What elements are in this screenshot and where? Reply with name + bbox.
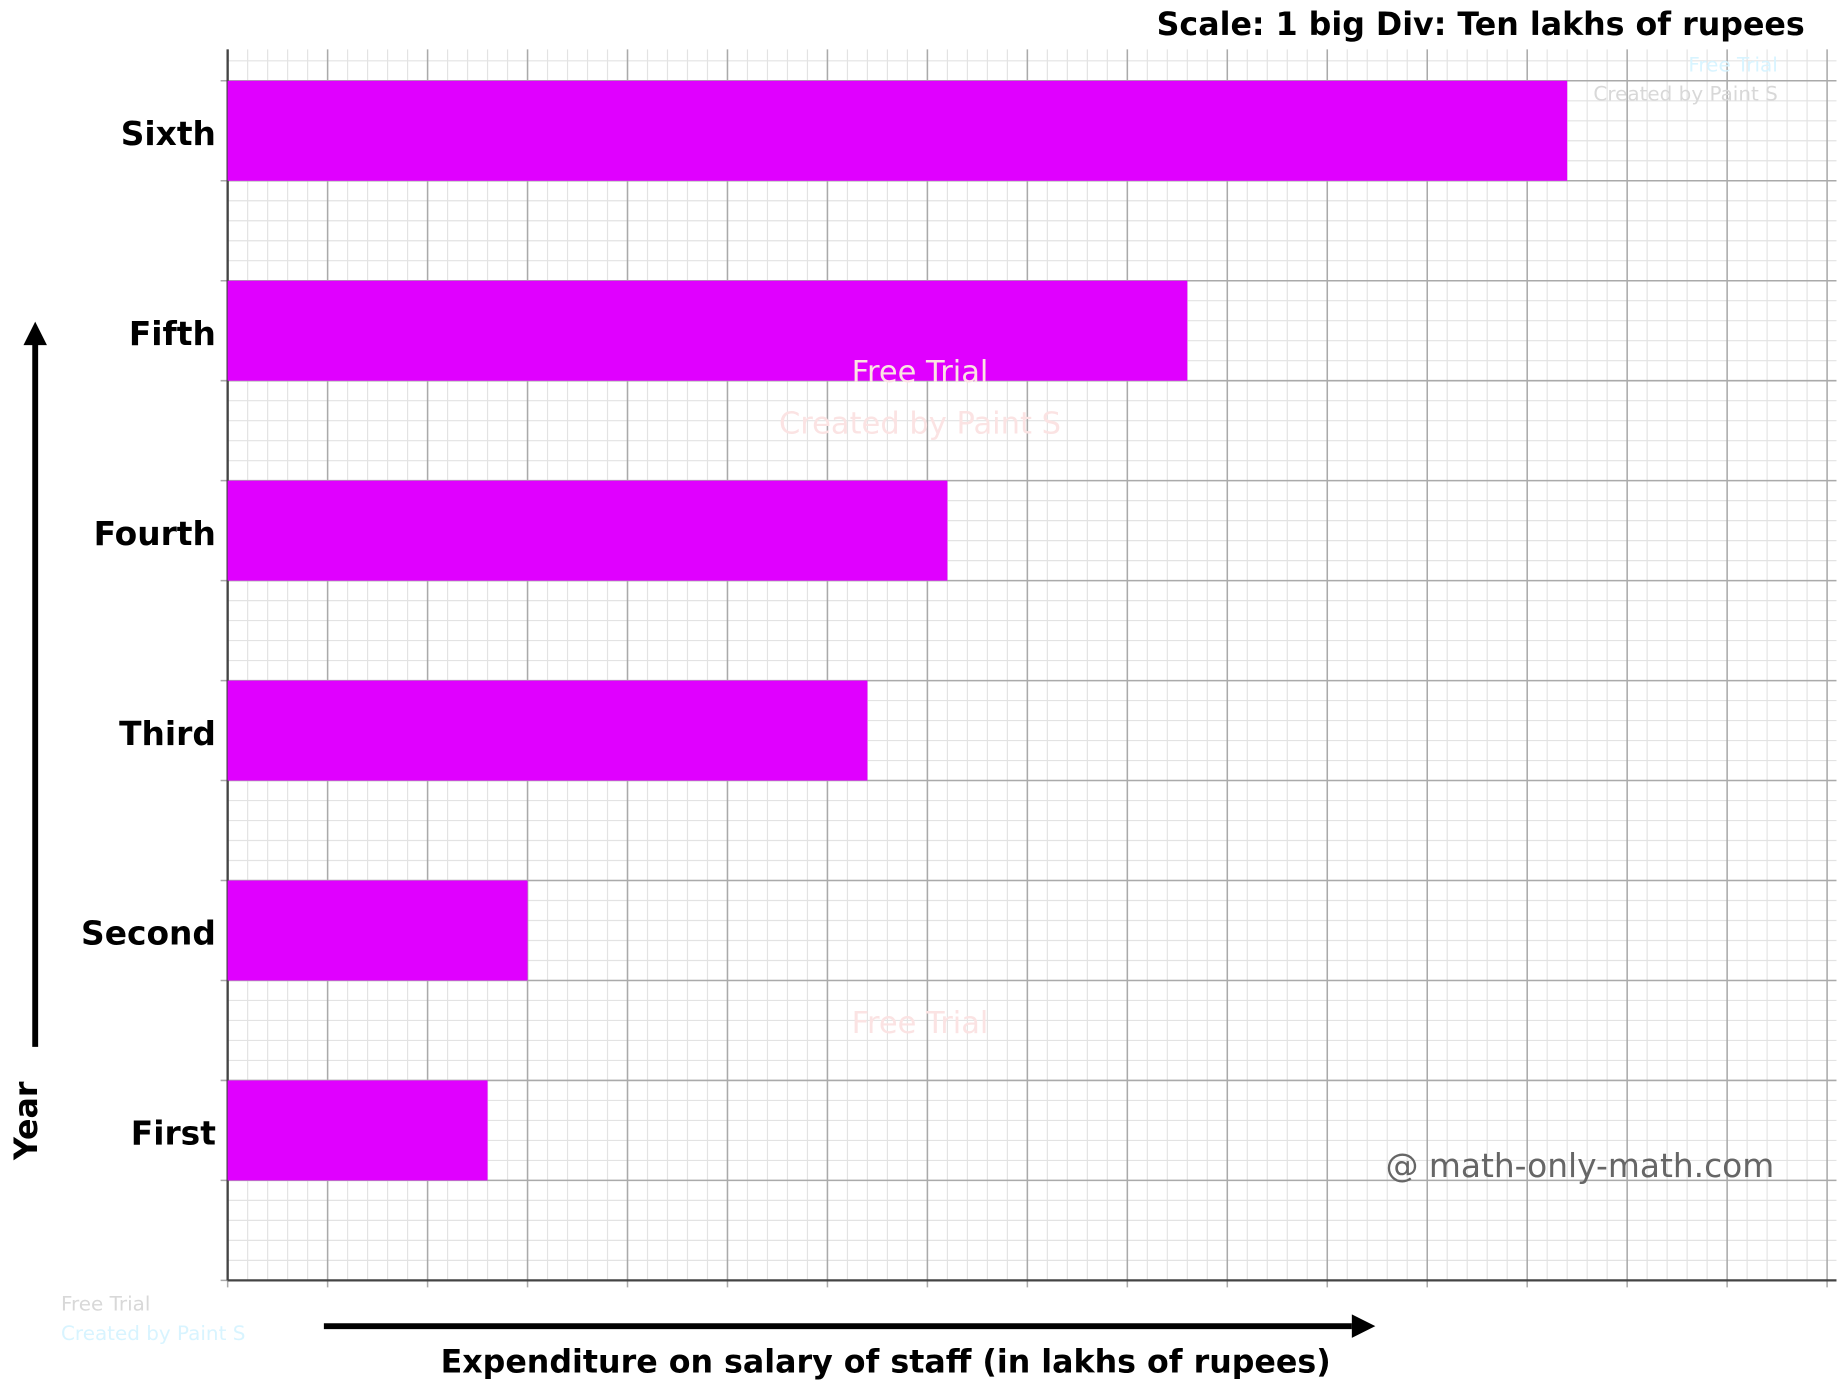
y-axis-label: Year: [9, 1081, 45, 1161]
x-axis-label: Expenditure on salary of staff (in lakhs…: [441, 1345, 1331, 1381]
watermark: Created by Paint S: [61, 1321, 245, 1345]
bar: [227, 480, 948, 581]
bar: [227, 880, 528, 981]
watermark: Free Trial: [852, 355, 989, 390]
watermark: Created by Paint S: [1593, 82, 1777, 106]
y-tick-label: First: [131, 1115, 216, 1153]
bars: First Second Third Fourth Fifth Sixth: [81, 80, 1568, 1181]
y-tick-label: Third: [119, 715, 216, 753]
y-tick-label: Fifth: [129, 315, 216, 353]
watermark: Free Trial: [1688, 52, 1777, 76]
chart-title: Scale: 1 big Div: Ten lakhs of rupees: [1157, 7, 1805, 43]
x-arrow-head: [1351, 1314, 1376, 1338]
y-tick-label: Second: [81, 915, 216, 953]
bar: [227, 80, 1568, 181]
y-arrow-head: [23, 321, 47, 346]
bar: [227, 680, 868, 781]
watermark: Free Trial: [61, 1292, 150, 1316]
watermark: Created by Paint S: [779, 406, 1061, 441]
bar: [227, 280, 1188, 381]
y-tick-label: Sixth: [121, 115, 216, 153]
credit: @ math-only-math.com: [1386, 1147, 1775, 1185]
bar: [227, 1080, 488, 1181]
y-tick-label: Fourth: [94, 515, 216, 553]
watermark: Free Trial: [852, 1006, 989, 1041]
